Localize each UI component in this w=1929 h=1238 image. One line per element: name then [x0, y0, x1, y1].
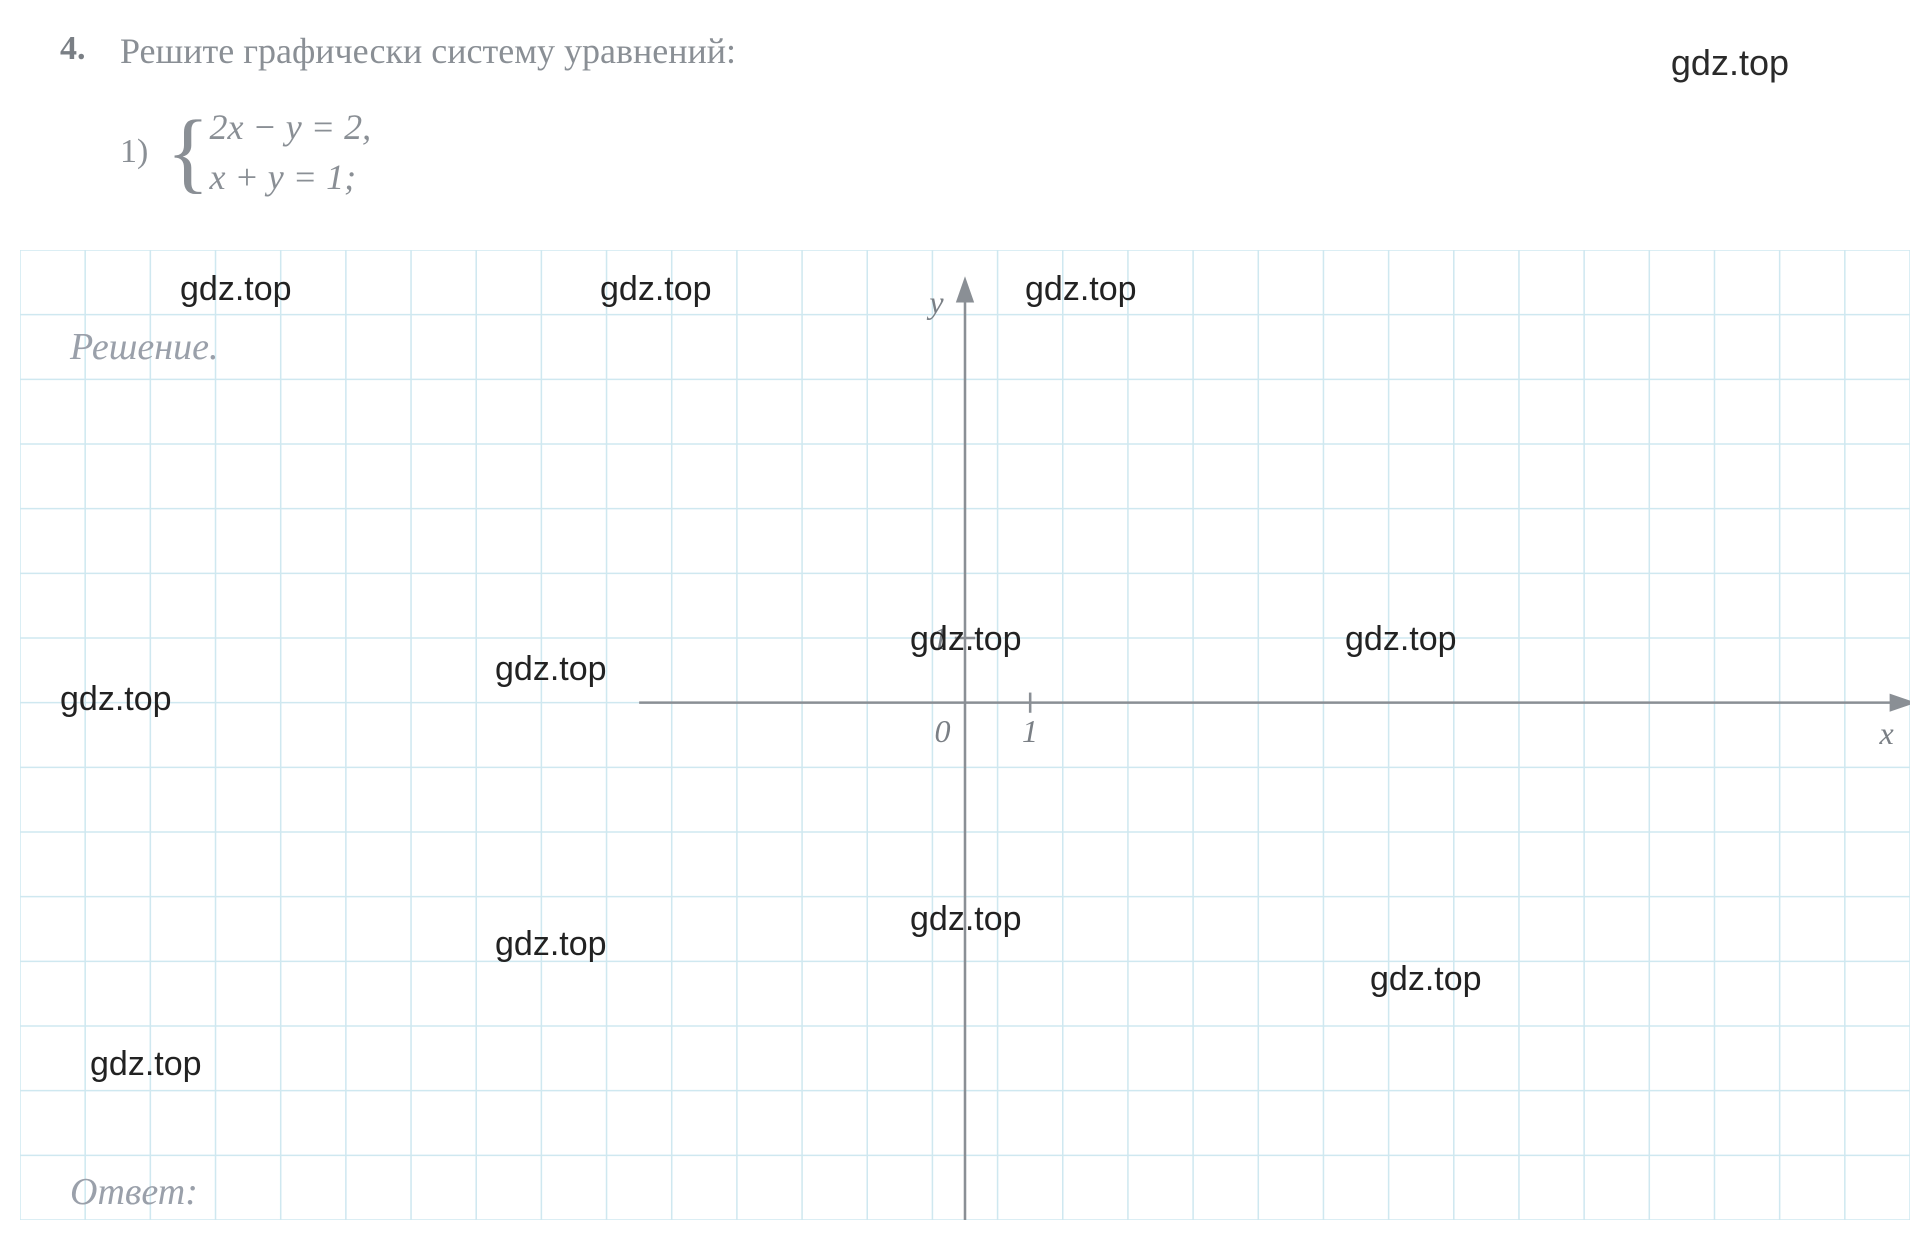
- brace: {: [166, 112, 209, 193]
- coordinate-grid: [20, 250, 1910, 1220]
- x-axis-label: x: [1879, 715, 1893, 752]
- item-number: 1): [120, 133, 148, 171]
- origin-label: 0: [934, 713, 950, 750]
- x-tick-label: 1: [1022, 713, 1038, 750]
- problem-header: 4. Решите графически систему уравнений:: [0, 0, 1929, 92]
- equation-system: 1) { 2x − y = 2, x + y = 1;: [0, 92, 1929, 223]
- equation-1: 2x − y = 2,: [210, 102, 372, 152]
- answer-label: Ответ:: [70, 1170, 198, 1214]
- equation-2: x + y = 1;: [210, 152, 372, 202]
- y-axis-label: y: [929, 284, 943, 321]
- watermark-header: gdz.top: [1671, 42, 1789, 84]
- y-tick-label: 1: [932, 620, 948, 657]
- solution-label: Решение.: [70, 325, 218, 369]
- equations: 2x − y = 2, x + y = 1;: [210, 102, 372, 203]
- grid-area: Решение. Ответ: y x 0 1 1 gdz.topgdz.top…: [20, 250, 1910, 1220]
- problem-text: Решите графически систему уравнений:: [120, 30, 736, 72]
- problem-number: 4.: [60, 30, 120, 68]
